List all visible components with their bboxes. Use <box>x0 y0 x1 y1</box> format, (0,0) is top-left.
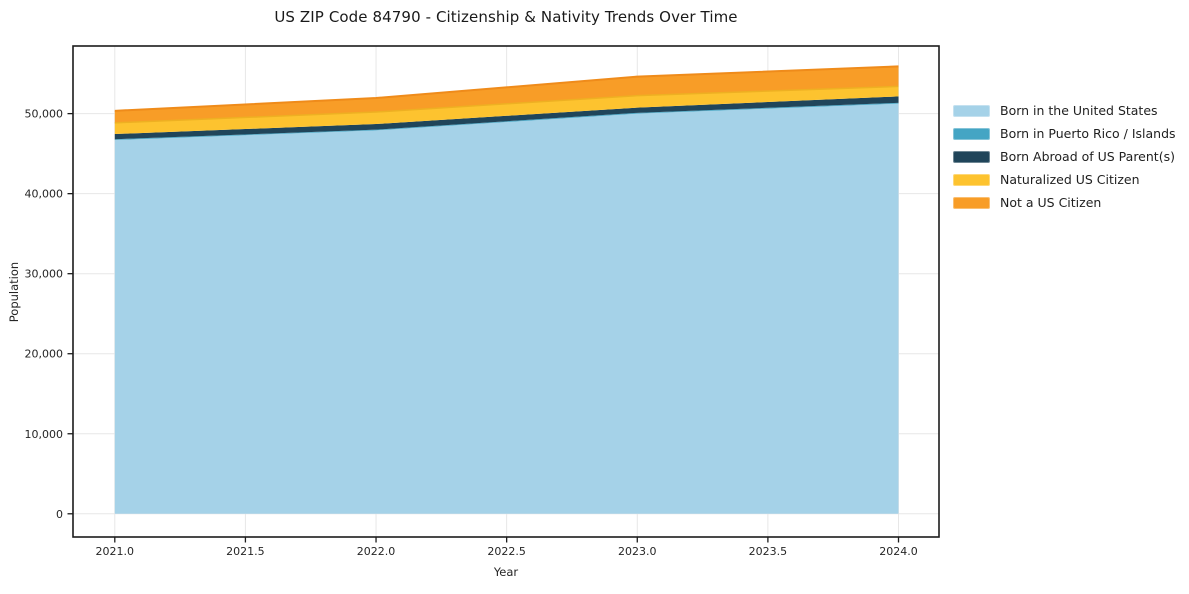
area-series-3 <box>114 86 899 135</box>
legend-swatch <box>953 150 990 163</box>
x-tick-label: 2023.0 <box>618 545 657 558</box>
legend-label: Naturalized US Citizen <box>1000 172 1140 187</box>
area-series-0 <box>114 103 899 514</box>
legend-swatch <box>953 196 990 209</box>
legend-label: Born in the United States <box>1000 103 1158 118</box>
area-series-2 <box>114 96 899 140</box>
legend-label: Born in Puerto Rico / Islands <box>1000 126 1176 141</box>
legend-swatch <box>953 104 990 117</box>
legend-item: Born in Puerto Rico / Islands <box>953 127 1176 140</box>
y-axis-label: Population <box>7 261 21 323</box>
plot-frame <box>72 45 940 538</box>
area-edge-3 <box>114 85 899 124</box>
area-series-1 <box>114 102 899 141</box>
legend-swatch <box>953 173 990 186</box>
x-tick-label: 2022.5 <box>487 545 526 558</box>
area-edge-4 <box>114 65 899 112</box>
legend-label: Not a US Citizen <box>1000 195 1102 210</box>
legend-item: Not a US Citizen <box>953 196 1176 209</box>
x-tick-label: 2021.5 <box>226 545 265 558</box>
x-tick-label: 2024.0 <box>879 545 918 558</box>
chart-title: US ZIP Code 84790 - Citizenship & Nativi… <box>274 8 738 26</box>
x-axis-label: Year <box>493 565 519 579</box>
y-tick-label: 0 <box>56 508 63 521</box>
legend-item: Born Abroad of US Parent(s) <box>953 150 1176 163</box>
legend-swatch <box>953 127 990 140</box>
legend: Born in the United States Born in Puerto … <box>953 104 1176 209</box>
area-series-4 <box>114 66 899 123</box>
x-tick-label: 2021.0 <box>96 545 135 558</box>
legend-item: Naturalized US Citizen <box>953 173 1176 186</box>
y-tick-label: 40,000 <box>25 188 64 201</box>
y-tick-label: 20,000 <box>25 348 64 361</box>
y-tick-label: 30,000 <box>25 268 64 281</box>
y-tick-label: 10,000 <box>25 428 64 441</box>
y-tick-label: 50,000 <box>25 108 64 121</box>
x-tick-label: 2023.5 <box>749 545 788 558</box>
legend-item: Born in the United States <box>953 104 1176 117</box>
legend-label: Born Abroad of US Parent(s) <box>1000 149 1175 164</box>
x-tick-label: 2022.0 <box>357 545 396 558</box>
